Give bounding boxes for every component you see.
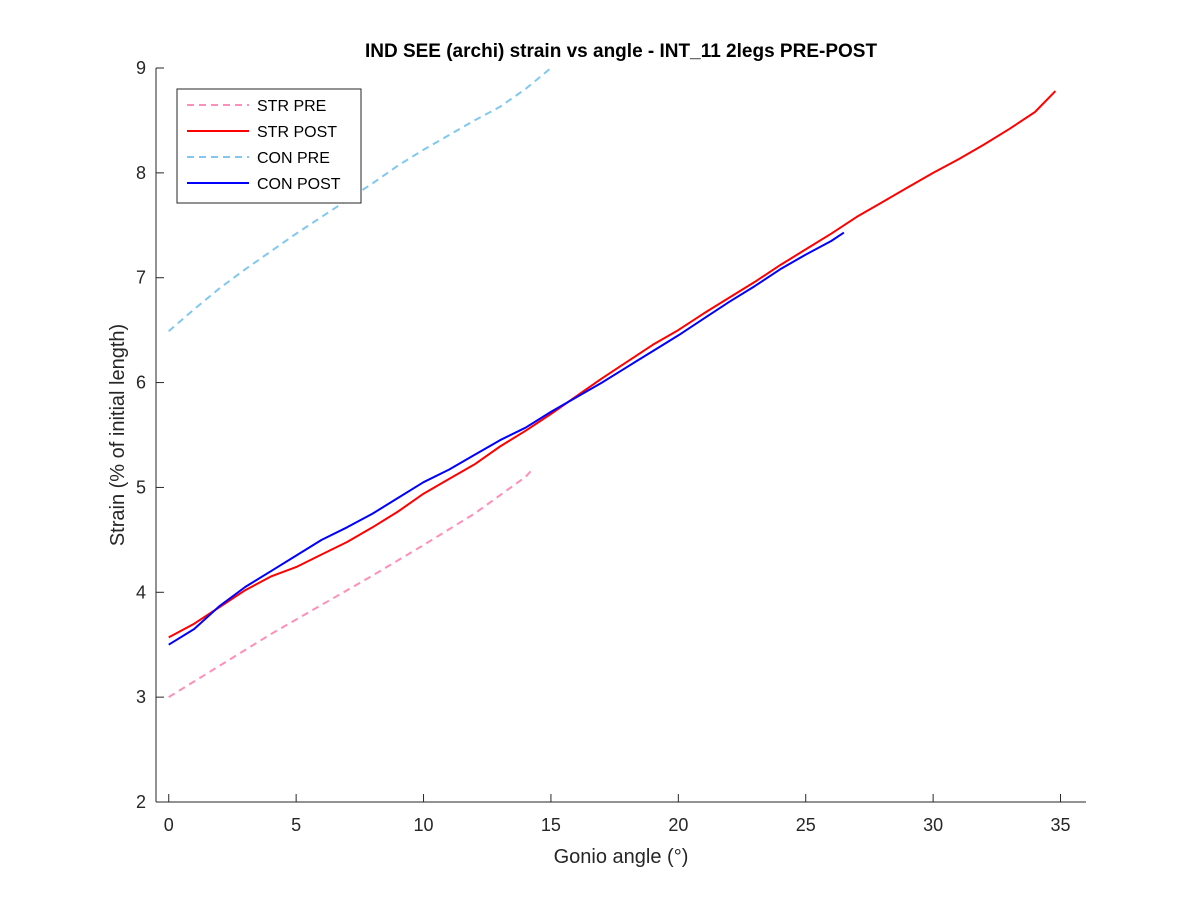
x-tick-label: 0 <box>164 815 174 835</box>
y-tick-label: 6 <box>136 373 146 393</box>
legend-label-con-post: CON POST <box>257 176 341 193</box>
series-line-con-pre <box>168 68 552 332</box>
x-tick-label: 5 <box>291 815 301 835</box>
series-line-str-pre <box>168 467 534 698</box>
y-tick-label: 4 <box>136 582 146 602</box>
x-tick-label: 35 <box>1051 815 1071 835</box>
y-tick-label: 3 <box>136 687 146 707</box>
chart-title: IND SEE (archi) strain vs angle - INT_11… <box>365 41 878 62</box>
x-tick-label: 30 <box>923 815 943 835</box>
x-tick-label: 10 <box>414 815 434 835</box>
x-tick-label: 20 <box>668 815 688 835</box>
y-tick-label: 7 <box>136 268 146 288</box>
x-axis-label: Gonio angle (°) <box>554 846 689 868</box>
ticks-layer: 0 5 10 15 20 25 30 35 2 3 4 5 6 7 8 9 <box>136 58 1071 835</box>
y-tick-label: 5 <box>136 477 146 497</box>
y-tick-label: 9 <box>136 58 146 78</box>
axes-layer <box>155 68 1086 803</box>
legend-label-con-pre: CON PRE <box>257 150 330 167</box>
series-line-con-post <box>168 231 845 646</box>
legend-label-str-pre: STR PRE <box>257 98 326 115</box>
y-tick-label: 2 <box>136 792 146 812</box>
legend-label-str-post: STR POST <box>257 124 337 141</box>
x-tick-label: 25 <box>796 815 816 835</box>
plot-area: 0 5 10 15 20 25 30 35 2 3 4 5 6 7 8 9 <box>136 58 1086 835</box>
y-axis-label: Strain (% of initial length) <box>107 324 129 546</box>
legend: STR PRE STR POST CON PRE CON POST <box>176 88 362 204</box>
series-layer <box>168 68 1057 698</box>
y-tick-label: 8 <box>136 163 146 183</box>
x-tick-label: 15 <box>541 815 561 835</box>
series-line-str-post <box>168 90 1057 639</box>
